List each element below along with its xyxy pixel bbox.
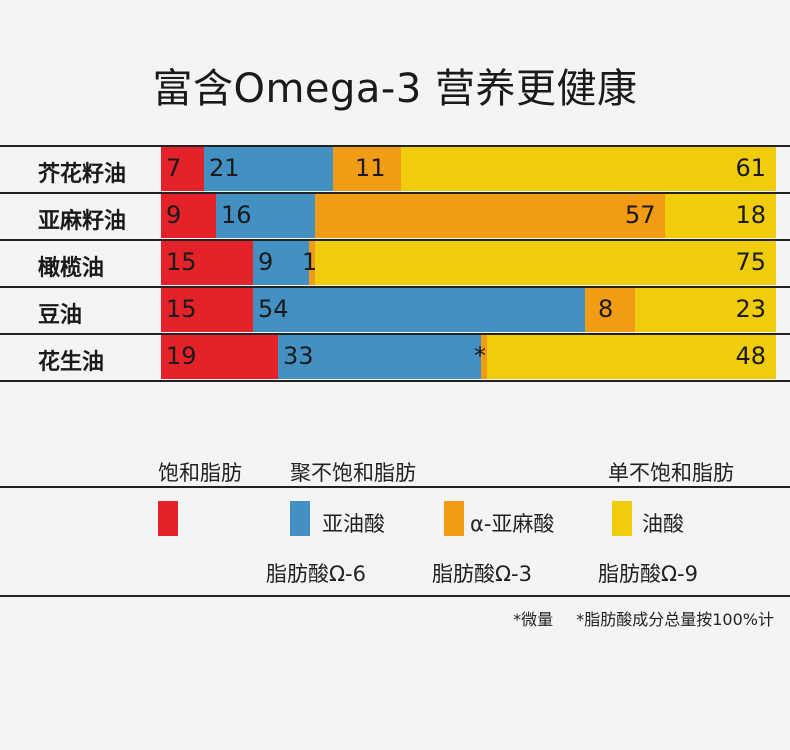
stacked-bar-table: 芥花籽油 7 21 11 61 亚麻籽油 9 16 57 18 橄榄油 15 9 1 75 豆油 15 54 8 23… [0, 145, 790, 382]
data-label: * [474, 342, 486, 370]
bar-segment [585, 288, 635, 332]
bar-segment [216, 194, 315, 238]
data-label: 61 [735, 154, 766, 182]
fatty-acid-omega-9: 脂肪酸Ω-9 [598, 562, 698, 586]
footnotes: *微量 *脂肪酸成分总量按100%计 [495, 606, 774, 630]
legend-label-linoleic: 亚油酸 [322, 512, 385, 536]
bar-segment [253, 288, 585, 332]
row-rule [0, 380, 790, 382]
legend-swatch-saturated [158, 501, 178, 536]
footnote-trace: *微量 [513, 610, 554, 629]
data-label: 1 [302, 248, 318, 276]
data-label: 48 [735, 342, 766, 370]
data-label: 9 [258, 248, 274, 276]
row-label: 橄榄油 [38, 256, 105, 281]
data-label: 33 [283, 342, 314, 370]
fatty-acid-omega-6: 脂肪酸Ω-6 [266, 562, 366, 586]
legend-bottom-rule [0, 595, 790, 597]
bar-segment [161, 288, 253, 332]
legend-swatch-oleic [612, 501, 632, 536]
legend-header-polyunsaturated: 聚不饱和脂肪 [290, 461, 416, 485]
data-label: 7 [166, 154, 182, 182]
data-label: 21 [209, 154, 240, 182]
bar-segment [309, 241, 315, 285]
data-label: 9 [166, 201, 182, 229]
footnote-basis: *脂肪酸成分总量按100%计 [576, 610, 774, 629]
bar-segment [665, 194, 776, 238]
row-rule [0, 286, 790, 288]
bar-segment [487, 335, 776, 379]
bar-segment [161, 147, 204, 191]
row-label: 亚麻籽油 [38, 209, 127, 234]
data-label: 75 [735, 248, 766, 276]
bar-segment [315, 241, 776, 285]
row-label: 花生油 [38, 350, 105, 375]
data-label: 57 [625, 201, 656, 229]
bar-segment [161, 241, 253, 285]
legend-top-rule [0, 486, 790, 488]
row-rule [0, 145, 790, 147]
data-label: 15 [166, 248, 197, 276]
bar-segment [635, 288, 776, 332]
legend-label-oleic: 油酸 [642, 512, 684, 536]
bar-segment [481, 335, 487, 379]
data-label: 18 [735, 201, 766, 229]
data-label: 16 [221, 201, 252, 229]
legend-swatch-alpha-linolenic [444, 501, 464, 536]
data-label: 19 [166, 342, 197, 370]
data-label: 11 [355, 154, 386, 182]
row-rule [0, 192, 790, 194]
row-rule [0, 239, 790, 241]
data-label: 15 [166, 295, 197, 323]
legend-label-alpha-linolenic: α-亚麻酸 [470, 512, 555, 536]
bar-segment [315, 194, 665, 238]
legend: 饱和脂肪 聚不饱和脂肪 单不饱和脂肪 亚油酸 α-亚麻酸 油酸 脂肪酸Ω-6 脂… [0, 440, 790, 640]
legend-header-saturated: 饱和脂肪 [158, 461, 242, 485]
row-label: 芥花籽油 [38, 162, 127, 187]
legend-header-monounsaturated: 单不饱和脂肪 [608, 461, 734, 485]
fatty-acid-omega-3: 脂肪酸Ω-3 [432, 562, 532, 586]
bar-segment [401, 147, 776, 191]
bar-segment [333, 147, 401, 191]
legend-swatch-linoleic [290, 501, 310, 536]
bar-segment [253, 241, 309, 285]
bar-segment [278, 335, 481, 379]
bar-segment [161, 335, 278, 379]
row-label: 豆油 [38, 303, 83, 328]
data-label: 23 [735, 295, 766, 323]
data-label: 8 [598, 295, 614, 323]
bar-segment [204, 147, 333, 191]
row-rule [0, 333, 790, 335]
data-label: 54 [258, 295, 289, 323]
bar-segment [161, 194, 216, 238]
chart-title: 富含Omega-3 营养更健康 [152, 66, 638, 112]
